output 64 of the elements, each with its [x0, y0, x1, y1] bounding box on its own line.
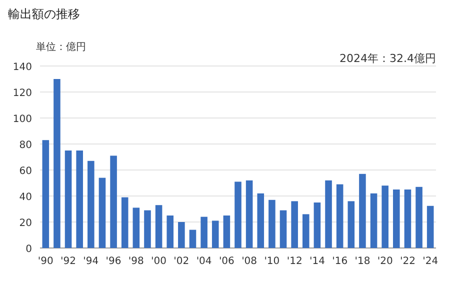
bar [212, 220, 219, 248]
x-tick-label: '20 [377, 256, 393, 267]
x-tick-label: '12 [286, 256, 302, 267]
bar [132, 208, 140, 248]
bar [370, 193, 378, 248]
bar [189, 230, 196, 248]
x-tick-label: '94 [83, 256, 99, 267]
bar [280, 210, 287, 248]
bar [144, 210, 151, 248]
bar [200, 216, 208, 248]
x-tick-label: '00 [151, 256, 167, 267]
bar [416, 186, 422, 248]
bar [88, 160, 94, 248]
x-tick-label: '08 [242, 256, 258, 267]
bar [291, 201, 298, 248]
bar [246, 180, 253, 248]
x-tick-label: '16 [332, 256, 348, 267]
bar [348, 201, 355, 248]
x-tick-label: '98 [128, 256, 144, 267]
chart-title: 輸出額の推移 [8, 7, 80, 21]
x-tick-label: '18 [354, 256, 370, 267]
bar [76, 150, 83, 248]
bar [336, 184, 344, 248]
x-tick-label: '02 [174, 256, 190, 267]
bar [64, 150, 72, 248]
x-tick-label: '90 [38, 256, 54, 267]
bar [54, 79, 60, 248]
bar [314, 202, 321, 248]
y-tick-label: 0 [26, 244, 32, 255]
bar [166, 216, 174, 248]
bar [110, 156, 117, 248]
x-tick-label: '92 [60, 256, 76, 267]
bar [404, 190, 412, 248]
bar [155, 205, 162, 248]
bar [426, 206, 434, 248]
y-tick-label: 60 [19, 166, 32, 177]
bar [121, 197, 128, 248]
y-axis-title: 単位：億円 [36, 41, 86, 53]
bar [178, 222, 185, 248]
x-tick-label: '96 [106, 256, 122, 267]
y-tick-label: 140 [12, 62, 32, 73]
bar [268, 200, 276, 248]
y-tick-label: 120 [12, 88, 32, 99]
x-tick-label: '04 [196, 256, 212, 267]
y-tick-label: 40 [19, 192, 32, 203]
bar [223, 216, 230, 248]
y-tick-label: 80 [19, 140, 32, 151]
bar [302, 214, 310, 248]
y-tick-label: 100 [12, 114, 32, 125]
bar [257, 193, 264, 248]
bar [393, 190, 400, 248]
x-tick-label: '24 [422, 256, 438, 267]
y-tick-label: 20 [19, 218, 32, 229]
x-tick-label: '22 [400, 256, 416, 267]
x-tick-label: '10 [264, 256, 280, 267]
x-tick-label: '06 [218, 256, 234, 267]
bar [234, 182, 242, 248]
bar [325, 180, 332, 248]
x-tick-label: '14 [309, 256, 325, 267]
bar [42, 140, 50, 248]
text: 2024年：32.4億円 [340, 52, 436, 65]
bar [359, 174, 366, 248]
bar [382, 186, 388, 248]
bar [98, 178, 106, 248]
